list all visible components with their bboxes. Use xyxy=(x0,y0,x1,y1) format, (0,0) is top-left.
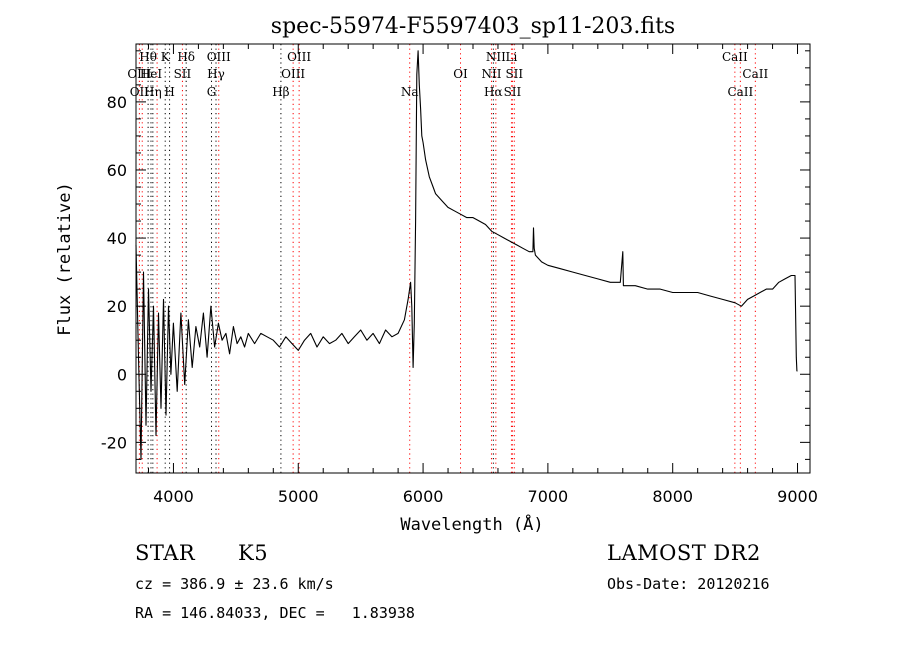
y-tick-label: 20 xyxy=(107,297,127,316)
chart-title: spec-55974-F5597403_sp11-203.fits xyxy=(271,14,675,39)
y-tick-label: -20 xyxy=(101,433,127,452)
spectrum-series xyxy=(135,50,798,460)
line-label: OIII xyxy=(207,50,231,64)
line-label: Hγ xyxy=(207,67,225,81)
spectrum-line-0 xyxy=(135,50,798,460)
line-label: OII xyxy=(130,85,150,99)
line-label: CaII xyxy=(742,67,768,81)
line-label: NII xyxy=(486,50,506,64)
plot-frame xyxy=(135,43,811,474)
line-label: NII xyxy=(481,67,501,81)
x-axis-ticks: 4000 5000 6000 7000 8000 9000 xyxy=(147,44,818,506)
line-label: HeI xyxy=(140,67,163,81)
line-label: OIII xyxy=(281,67,305,81)
y-tick-label: 40 xyxy=(107,229,127,248)
line-label: Na xyxy=(401,85,419,99)
line-label: Hδ xyxy=(177,50,195,64)
observation-date: Obs-Date: 20120216 xyxy=(607,575,770,593)
line-label: K xyxy=(161,50,171,64)
object-subclass: K5 xyxy=(238,541,269,565)
line-label: H xyxy=(164,85,174,99)
y-tick-label: 60 xyxy=(107,161,127,180)
y-tick-label: 0 xyxy=(117,365,127,384)
line-label: SII xyxy=(174,67,192,81)
y-tick-label: 80 xyxy=(107,93,127,112)
line-label: SII xyxy=(505,67,523,81)
line-label: Li xyxy=(506,50,518,64)
y-axis-ticks: -20 0 20 40 60 80 xyxy=(101,50,810,460)
survey-name: LAMOST DR2 xyxy=(607,541,761,565)
y-axis-label: Flux (relative) xyxy=(55,182,75,336)
x-axis-label: Wavelength (Å) xyxy=(400,513,543,535)
x-tick-label: 6000 xyxy=(403,487,444,506)
line-label: CaII xyxy=(722,50,748,64)
redshift-velocity: cz = 386.9 ± 23.6 km/s xyxy=(135,575,334,593)
line-label: OIII xyxy=(127,67,151,81)
x-tick-label: 9000 xyxy=(777,487,818,506)
coordinates: RA = 146.84033, DEC = 1.83938 xyxy=(135,604,415,622)
x-tick-label: 5000 xyxy=(278,487,319,506)
line-label: CaII xyxy=(727,85,753,99)
line-label: G xyxy=(207,85,217,99)
line-label: OIII xyxy=(287,50,311,64)
line-label: Hθ xyxy=(139,50,157,64)
object-class: STAR xyxy=(135,541,196,565)
x-tick-label: 7000 xyxy=(528,487,569,506)
line-label: Hβ xyxy=(272,85,289,99)
x-tick-label: 4000 xyxy=(153,487,194,506)
line-label: Hη xyxy=(144,85,162,99)
line-label: OI xyxy=(453,67,468,81)
spectral-line-markers xyxy=(138,44,756,473)
x-tick-label: 8000 xyxy=(652,487,693,506)
line-label: Hα xyxy=(484,85,503,99)
line-label: SII xyxy=(504,85,522,99)
